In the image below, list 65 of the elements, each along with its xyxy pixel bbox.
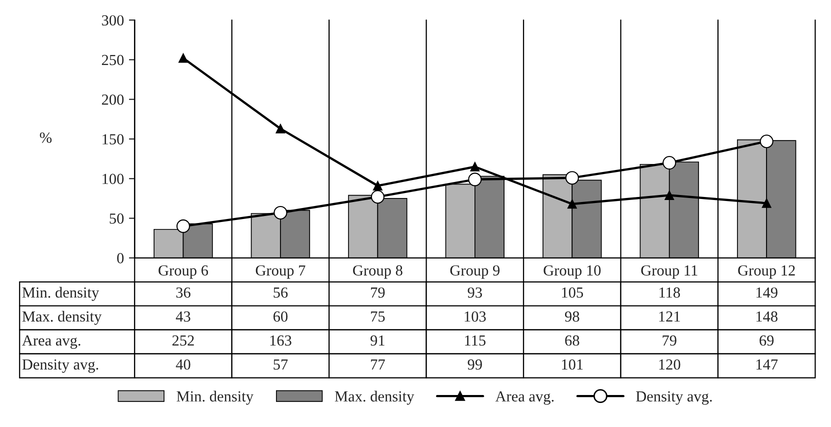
point xyxy=(662,156,676,170)
data-label: 93 xyxy=(468,287,482,298)
data-label: 75 xyxy=(371,312,385,322)
x-tick-label: Group 11 xyxy=(641,265,698,279)
y-axis-title: % xyxy=(40,132,52,143)
data-label: 60 xyxy=(273,311,288,322)
legend-label: Area avg. xyxy=(495,391,554,405)
point xyxy=(664,190,674,200)
x-tick-label: Group 10 xyxy=(544,265,601,279)
x-tick-label: Group 6 xyxy=(158,265,208,279)
data-label: 121 xyxy=(659,311,680,322)
y-tick-label: 0 xyxy=(117,253,124,264)
point xyxy=(276,124,286,134)
data-label: 79 xyxy=(662,335,676,346)
text: Density avg. xyxy=(22,359,98,373)
y-tick-label: 100 xyxy=(102,174,124,184)
x-tick-label: Group 7 xyxy=(256,265,306,279)
point xyxy=(373,181,382,190)
data-label: 69 xyxy=(760,335,774,346)
data-label: 91 xyxy=(370,335,384,346)
point xyxy=(567,199,577,209)
point xyxy=(370,190,384,204)
data-label: 40 xyxy=(176,359,190,370)
data-label: 43 xyxy=(176,311,190,322)
data-label: 101 xyxy=(562,359,583,370)
data-label: 57 xyxy=(274,360,288,370)
data-label: 103 xyxy=(464,311,486,322)
point xyxy=(565,171,579,185)
y-tick-label: 250 xyxy=(102,54,124,66)
y-tick-label: 50 xyxy=(110,213,124,224)
data-label: 147 xyxy=(756,359,778,370)
x-tick-label: Group 9 xyxy=(450,265,500,279)
point xyxy=(176,219,190,233)
y-tick-label: 200 xyxy=(102,94,124,105)
x-tick-label: Group 8 xyxy=(353,265,402,279)
y-tick-label: 150 xyxy=(102,134,124,144)
legend-label: Max. density xyxy=(334,390,414,405)
data-label: 36 xyxy=(176,287,190,298)
data-label: 115 xyxy=(465,335,486,346)
data-label: 56 xyxy=(274,287,288,298)
data-label: 118 xyxy=(660,287,680,298)
data-label: 149 xyxy=(756,287,778,298)
text: Area avg. xyxy=(22,335,80,349)
point xyxy=(470,162,480,172)
data-label: 148 xyxy=(756,311,778,322)
point xyxy=(178,53,188,63)
legend-label: Density avg. xyxy=(636,391,712,405)
data-label: 105 xyxy=(562,287,584,298)
point xyxy=(468,172,482,186)
data-label: 77 xyxy=(371,360,385,370)
y-tick-label: 300 xyxy=(102,15,124,26)
data-label: 120 xyxy=(659,359,680,370)
text: Max. density xyxy=(22,310,102,325)
data-label: 163 xyxy=(270,335,292,346)
data-label: 99 xyxy=(468,359,482,370)
legend-label: Min. density xyxy=(176,390,254,405)
data-label: 98 xyxy=(564,311,580,322)
data-label: 252 xyxy=(172,335,194,346)
point xyxy=(274,206,288,220)
point xyxy=(760,134,774,148)
point xyxy=(762,198,772,208)
text: Min. density xyxy=(22,286,100,301)
data-label: 68 xyxy=(565,335,580,346)
x-tick-label: Group 12 xyxy=(738,265,795,279)
data-label: 79 xyxy=(371,287,385,298)
